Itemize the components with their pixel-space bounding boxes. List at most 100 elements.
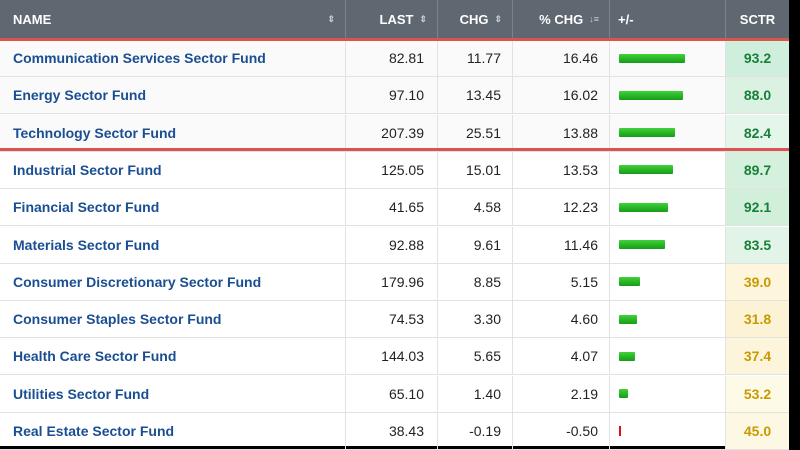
price-change: -0.19 <box>438 413 513 449</box>
positive-change-bar <box>619 351 636 361</box>
change-bar-cell <box>610 375 726 412</box>
sctr-value: 92.1 <box>726 189 789 226</box>
change-bar-cell <box>610 114 726 151</box>
positive-change-bar <box>619 389 628 399</box>
last-price: 92.88 <box>346 226 438 263</box>
sctr-value: 89.7 <box>726 151 789 188</box>
change-bar-cell <box>610 151 726 188</box>
sctr-value: 37.4 <box>726 338 789 375</box>
fund-name-link[interactable]: Utilities Sector Fund <box>0 375 346 412</box>
sort-icon[interactable]: ⇕ <box>327 13 335 24</box>
positive-change-bar <box>619 314 638 324</box>
fund-name-link[interactable]: Communication Services Sector Fund <box>0 40 346 76</box>
price-change: 5.65 <box>438 338 513 375</box>
table-row[interactable]: Materials Sector Fund 92.88 9.61 11.46 83.5 <box>0 226 789 264</box>
positive-change-bar <box>619 202 669 212</box>
table-row[interactable]: Consumer Staples Sector Fund 74.53 3.30 4.6… <box>0 301 789 339</box>
percent-change: 13.53 <box>513 151 610 188</box>
table-row[interactable]: Real Estate Sector Fund 38.43 -0.19 -0.50 45… <box>0 413 789 450</box>
price-change: 1.40 <box>438 375 513 412</box>
column-name-label: NAME <box>13 11 52 27</box>
fund-name-link[interactable]: Industrial Sector Fund <box>0 151 346 188</box>
price-change: 8.85 <box>438 263 513 300</box>
last-price: 82.81 <box>346 40 438 76</box>
table-row[interactable]: Communication Services Sector Fund 82.81 1… <box>0 40 789 77</box>
price-change: 9.61 <box>438 226 513 263</box>
column-pchg[interactable]: % CHG ↓≡ <box>513 0 610 38</box>
price-change: 3.30 <box>438 301 513 338</box>
last-price: 97.10 <box>346 77 438 114</box>
positive-change-bar <box>619 128 675 138</box>
column-bar[interactable]: +/- <box>610 0 726 38</box>
percent-change: 16.02 <box>513 77 610 114</box>
table-row[interactable]: Technology Sector Fund 207.39 25.51 13.88 82… <box>0 114 789 152</box>
last-price: 125.05 <box>346 151 438 188</box>
table-row[interactable]: Consumer Discretionary Sector Fund 179.96… <box>0 263 789 301</box>
column-last-label: LAST <box>379 11 414 27</box>
price-change: 15.01 <box>438 151 513 188</box>
fund-name-link[interactable]: Technology Sector Fund <box>0 114 346 151</box>
column-last[interactable]: LAST ⇕ <box>346 0 438 38</box>
fund-name-link[interactable]: Real Estate Sector Fund <box>0 413 346 449</box>
highlight-top-line <box>0 38 789 41</box>
table-row[interactable]: Industrial Sector Fund 125.05 15.01 13.53 89… <box>0 151 789 189</box>
column-pchg-label: % CHG <box>539 11 584 27</box>
fund-name-link[interactable]: Energy Sector Fund <box>0 77 346 114</box>
column-sctr[interactable]: SCTR <box>726 0 789 38</box>
last-price: 179.96 <box>346 263 438 300</box>
sort-icon[interactable]: ⇕ <box>419 13 427 24</box>
percent-change: 16.46 <box>513 40 610 76</box>
fund-name-link[interactable]: Consumer Discretionary Sector Fund <box>0 263 346 300</box>
highlight-bottom-line <box>0 148 789 151</box>
sort-desc-icon[interactable]: ↓≡ <box>589 14 599 24</box>
percent-change: 12.23 <box>513 189 610 226</box>
last-price: 38.43 <box>346 413 438 449</box>
sctr-value: 88.0 <box>726 77 789 114</box>
percent-change: 2.19 <box>513 375 610 412</box>
positive-change-bar <box>619 240 665 249</box>
price-change: 4.58 <box>438 189 513 226</box>
column-chg-label: CHG <box>459 11 489 27</box>
change-bar-cell <box>610 413 726 449</box>
sort-icon[interactable]: ⇕ <box>494 13 502 24</box>
percent-change: -0.50 <box>513 413 610 449</box>
positive-change-bar <box>619 53 685 63</box>
table-row[interactable]: Utilities Sector Fund 65.10 1.40 2.19 53.2 <box>0 375 789 413</box>
table-row[interactable]: Health Care Sector Fund 144.03 5.65 4.07 37.… <box>0 338 789 376</box>
positive-change-bar <box>619 165 674 175</box>
column-chg[interactable]: CHG ⇕ <box>438 0 513 38</box>
sctr-value: 53.2 <box>726 375 789 412</box>
percent-change: 4.60 <box>513 301 610 338</box>
table-row[interactable]: Financial Sector Fund 41.65 4.58 12.23 92.1 <box>0 189 789 227</box>
sctr-value: 82.4 <box>726 114 789 151</box>
column-bar-label: +/- <box>618 11 634 27</box>
table-header: NAME ⇕ LAST ⇕ CHG ⇕ % CHG ↓≡ +/- SCTR <box>0 0 789 38</box>
positive-change-bar <box>619 277 640 287</box>
negative-change-bar <box>619 426 621 436</box>
column-name[interactable]: NAME ⇕ <box>0 0 346 38</box>
change-bar-cell <box>610 301 726 338</box>
change-bar-cell <box>610 338 726 375</box>
percent-change: 13.88 <box>513 114 610 151</box>
last-price: 74.53 <box>346 301 438 338</box>
sctr-value: 31.8 <box>726 301 789 338</box>
sctr-value: 39.0 <box>726 263 789 300</box>
change-bar-cell <box>610 263 726 300</box>
table-row[interactable]: Energy Sector Fund 97.10 13.45 16.02 88.0 <box>0 77 789 115</box>
last-price: 41.65 <box>346 189 438 226</box>
sctr-value: 45.0 <box>726 413 789 449</box>
fund-name-link[interactable]: Materials Sector Fund <box>0 226 346 263</box>
fund-name-link[interactable]: Health Care Sector Fund <box>0 338 346 375</box>
sctr-value: 93.2 <box>726 40 789 76</box>
last-price: 144.03 <box>346 338 438 375</box>
fund-name-link[interactable]: Consumer Staples Sector Fund <box>0 301 346 338</box>
change-bar-cell <box>610 40 726 76</box>
fund-name-link[interactable]: Financial Sector Fund <box>0 189 346 226</box>
price-change: 13.45 <box>438 77 513 114</box>
change-bar-cell <box>610 77 726 114</box>
positive-change-bar <box>619 90 684 100</box>
change-bar-cell <box>610 189 726 226</box>
percent-change: 5.15 <box>513 263 610 300</box>
